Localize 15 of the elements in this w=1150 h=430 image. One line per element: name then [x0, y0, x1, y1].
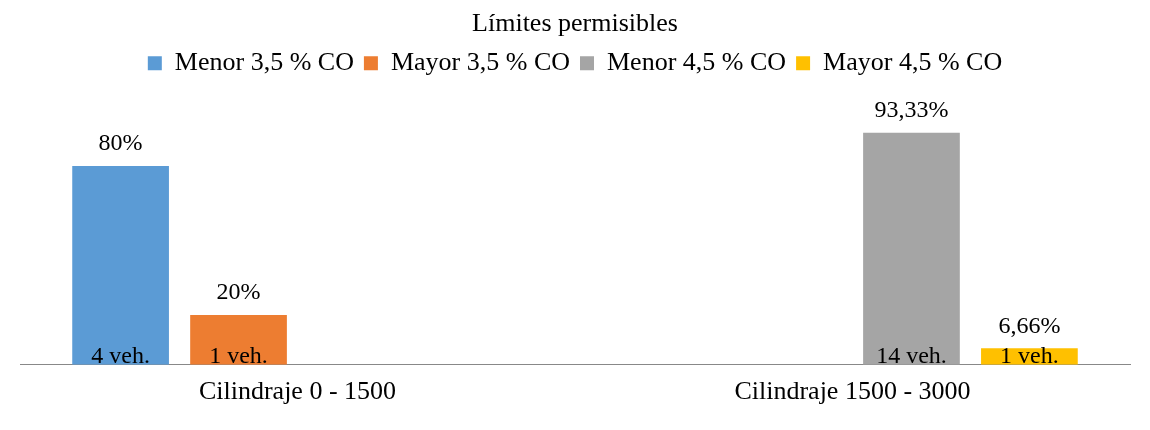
- annotation: 1 veh.: [209, 342, 268, 369]
- legend-label: Mayor 4,5 % CO: [823, 47, 1003, 77]
- data-label: 80%: [98, 129, 143, 156]
- chart-title: Límites permisibles: [472, 8, 678, 38]
- annotation: 1 veh.: [1000, 342, 1059, 369]
- data-label: 6,66%: [998, 311, 1061, 338]
- legend-label: Menor 3,5 % CO: [174, 47, 354, 77]
- data-label: 93,33%: [874, 96, 949, 123]
- annotation: 14 veh.: [876, 342, 947, 369]
- x-tick-label: Cilindraje 1500 - 3000: [734, 376, 971, 406]
- data-label: 20%: [216, 278, 261, 305]
- legend-label: Menor 4,5 % CO: [607, 47, 787, 77]
- annotation: 4 veh.: [91, 342, 150, 369]
- legend-label: Mayor 3,5 % CO: [390, 47, 570, 77]
- x-tick-label: Cilindraje 0 - 1500: [198, 376, 397, 406]
